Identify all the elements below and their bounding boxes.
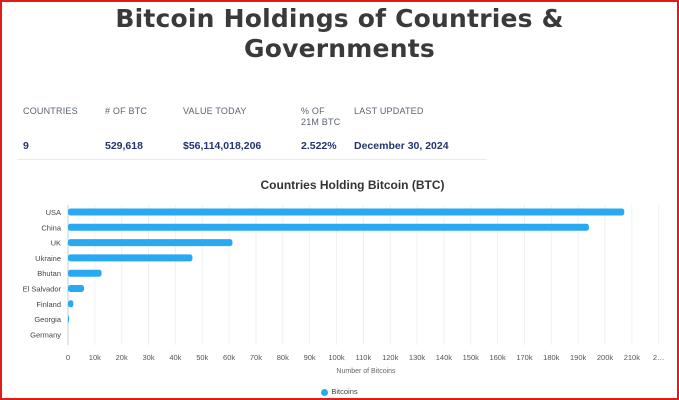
header-pct-line-1: % OF <box>301 106 325 116</box>
value-countries: 9 <box>23 140 29 152</box>
bar-chart: 0 10k 20k 30k 40k 50k 60k 70k 80k 90k 100k 110k 120k… <box>23 205 665 375</box>
y-tick-label: USA <box>46 208 61 217</box>
bar <box>68 285 85 292</box>
value-pct: 2.522% <box>301 140 337 152</box>
x-tick-label: 120k <box>382 353 399 362</box>
x-tick-label: 60k <box>223 353 235 362</box>
x-axis-label: Number of Bitcoins <box>336 368 396 375</box>
x-tick-label: 90k <box>304 353 316 362</box>
x-tick-label: 20k <box>116 353 128 362</box>
x-tick-label: 180k <box>543 353 560 362</box>
y-tick-label: Bhutan <box>37 269 61 278</box>
x-tick-label: 110k <box>355 353 371 362</box>
x-tick-label: 80k <box>277 353 289 362</box>
x-tick-label: 40k <box>169 353 181 362</box>
x-tick-label: 70k <box>250 353 262 362</box>
bar <box>68 254 193 262</box>
x-tick-label: 0 <box>66 353 70 362</box>
x-tick-label: 200k <box>597 353 614 362</box>
y-tick-label: Ukraine <box>35 254 61 263</box>
x-tick-label: 170k <box>516 353 533 362</box>
bar <box>68 300 74 308</box>
legend-label: Bitcoins <box>331 387 358 396</box>
x-tick-label: 210k <box>624 353 641 362</box>
page-title-line-1: Bitcoin Holdings of Countries & <box>115 4 564 33</box>
x-tick-label: 130k <box>409 353 426 362</box>
bar <box>68 269 102 277</box>
x-tick-label: 50k <box>196 353 208 362</box>
chart-legend[interactable]: Bitcoins <box>0 387 679 396</box>
y-tick-label: Georgia <box>34 315 62 324</box>
value-updated: December 30, 2024 <box>354 140 449 152</box>
x-tick-label: 140k <box>436 353 453 362</box>
value-usd: $56,114,018,206 <box>183 140 262 152</box>
header-btc: # OF BTC <box>105 106 148 116</box>
y-tick-label: Germany <box>30 330 61 339</box>
page-title: Bitcoin Holdings of Countries & Governme… <box>0 4 679 64</box>
y-tick-label: UK <box>51 239 61 248</box>
stats-table: COUNTRIES # OF BTC VALUE TODAY % OF 21M … <box>17 106 487 160</box>
value-btc: 529,618 <box>105 140 143 152</box>
bar <box>68 223 589 231</box>
x-tick-label: 2… <box>653 353 665 362</box>
header-value: VALUE TODAY <box>183 106 247 116</box>
x-tick-label: 30k <box>143 353 155 362</box>
bar <box>68 208 625 216</box>
bar <box>68 239 233 247</box>
y-tick-label: China <box>41 223 61 232</box>
header-pct: % OF 21M BTC <box>301 106 340 128</box>
bar <box>68 315 69 323</box>
x-tick-label: 190k <box>570 353 587 362</box>
header-updated: LAST UPDATED <box>354 106 424 116</box>
header-pct-line-2: 21M BTC <box>301 117 341 127</box>
legend-swatch <box>321 388 329 396</box>
x-tick-label: 10k <box>89 353 101 362</box>
y-tick-label: El Salvador <box>23 285 62 294</box>
chart-title: Countries Holding Bitcoin (BTC) <box>260 178 445 192</box>
y-tick-label: Finland <box>36 300 61 309</box>
x-tick-label: 160k <box>489 353 506 362</box>
header-countries: COUNTRIES <box>23 106 78 116</box>
x-tick-label: 150k <box>463 353 480 362</box>
x-tick-label: 100k <box>328 353 345 362</box>
page-title-line-2: Governments <box>244 34 435 63</box>
